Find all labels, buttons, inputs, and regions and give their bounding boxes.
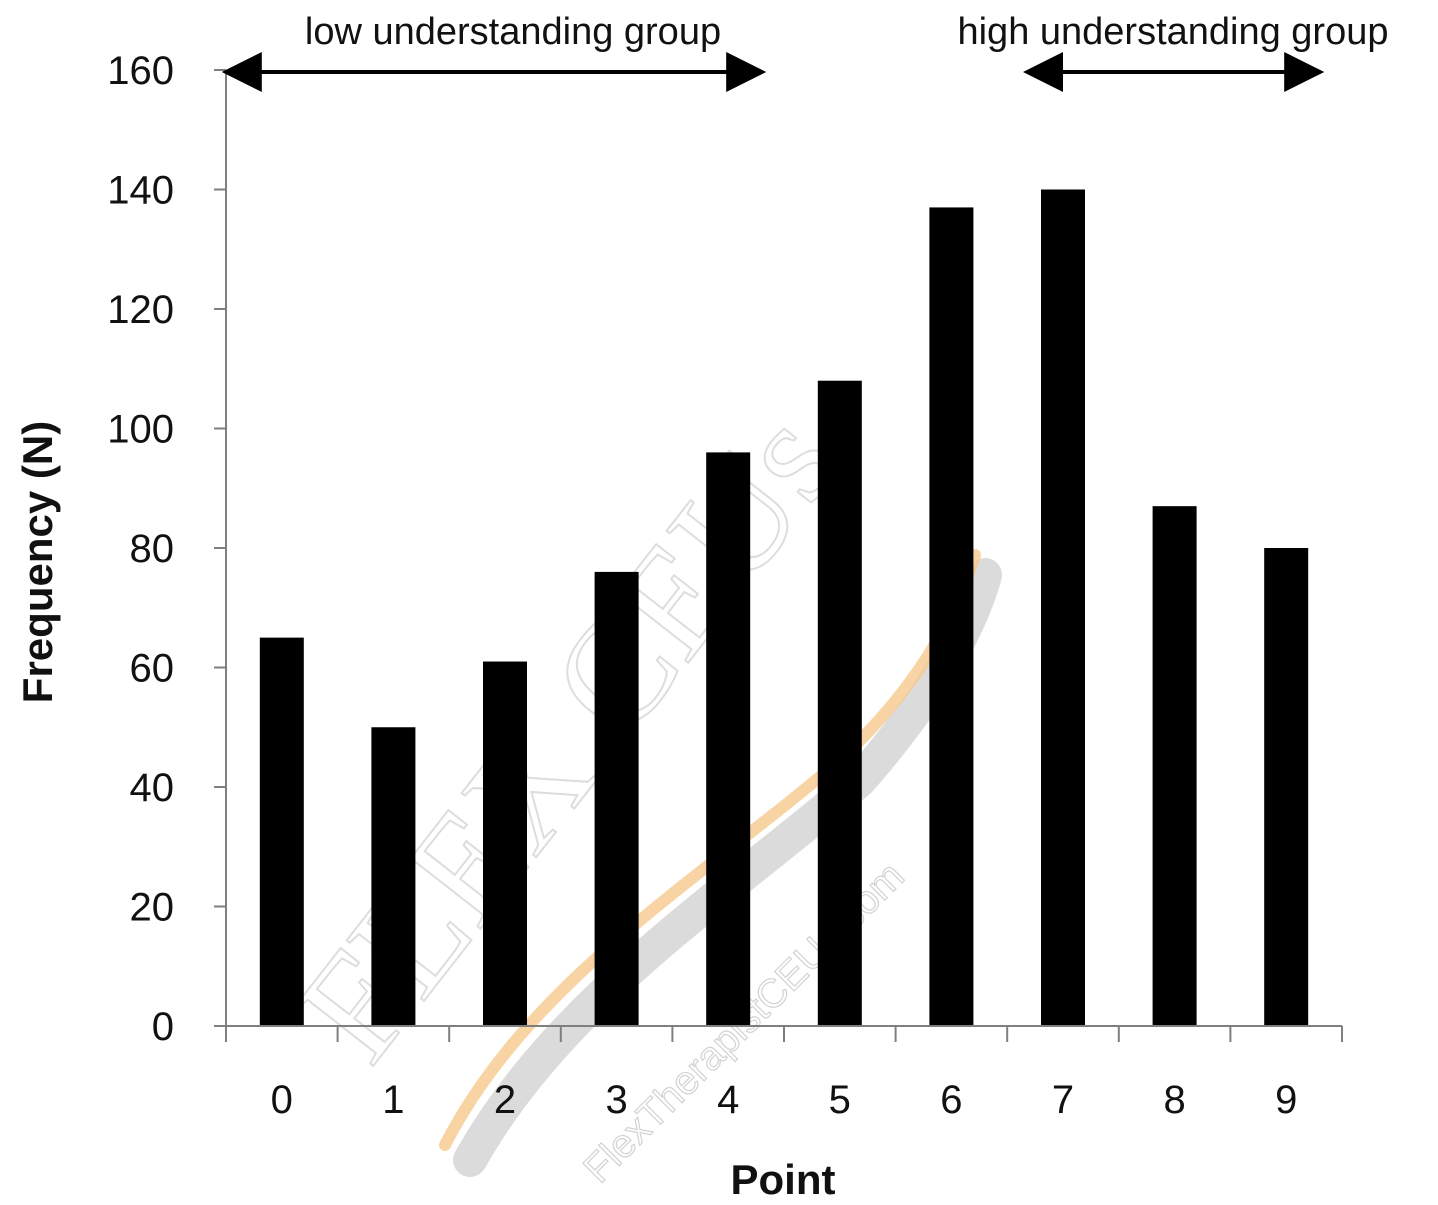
- y-axis-title: Frequency (N): [14, 421, 61, 703]
- axes-group: [214, 69, 1343, 1042]
- y-tick-label: 0: [152, 1005, 174, 1049]
- bar-5: [817, 380, 862, 1026]
- x-tick-label: 7: [1052, 1078, 1074, 1122]
- x-tick-label: 9: [1275, 1078, 1297, 1122]
- bar-2: [483, 661, 527, 1026]
- x-tick-label: 3: [605, 1078, 627, 1122]
- bar-1: [371, 727, 416, 1026]
- x-tick-label: 4: [717, 1078, 739, 1122]
- bar-3: [594, 571, 639, 1026]
- x-tick-label: 0: [271, 1078, 293, 1122]
- x-tick-label: 5: [829, 1078, 851, 1122]
- tick-labels-group: 0 20 40 60 80 100 120 140 160 0 1 2 3 4 5 6 7 8 9: [107, 49, 1297, 1122]
- bar-4: [706, 452, 751, 1026]
- y-tick-label: 60: [130, 647, 175, 691]
- bars-group: [259, 189, 1309, 1027]
- high-group-label: high understanding group: [957, 11, 1388, 53]
- y-tick-label: 100: [107, 408, 174, 452]
- bar-6: [929, 207, 974, 1027]
- x-tick-label: 6: [940, 1078, 962, 1122]
- x-axis-title: Point: [731, 1156, 836, 1200]
- y-tick-label: 40: [130, 766, 175, 810]
- bar-7: [1041, 189, 1085, 1026]
- x-tick-label: 1: [382, 1078, 404, 1122]
- bar-0: [259, 637, 304, 1026]
- y-tick-label: 80: [130, 527, 175, 571]
- y-tick-label: 120: [107, 288, 174, 332]
- y-tick-label: 140: [107, 169, 174, 213]
- low-group-label: low understanding group: [305, 11, 721, 53]
- bar-9: [1264, 548, 1309, 1026]
- y-tick-label: 160: [107, 49, 174, 93]
- x-tick-label: 8: [1163, 1078, 1185, 1122]
- y-tick-label: 20: [130, 886, 175, 930]
- x-tick-label: 2: [494, 1078, 516, 1122]
- bar-8: [1152, 506, 1197, 1026]
- annotations-group: low understanding group high understandin…: [221, 11, 1389, 92]
